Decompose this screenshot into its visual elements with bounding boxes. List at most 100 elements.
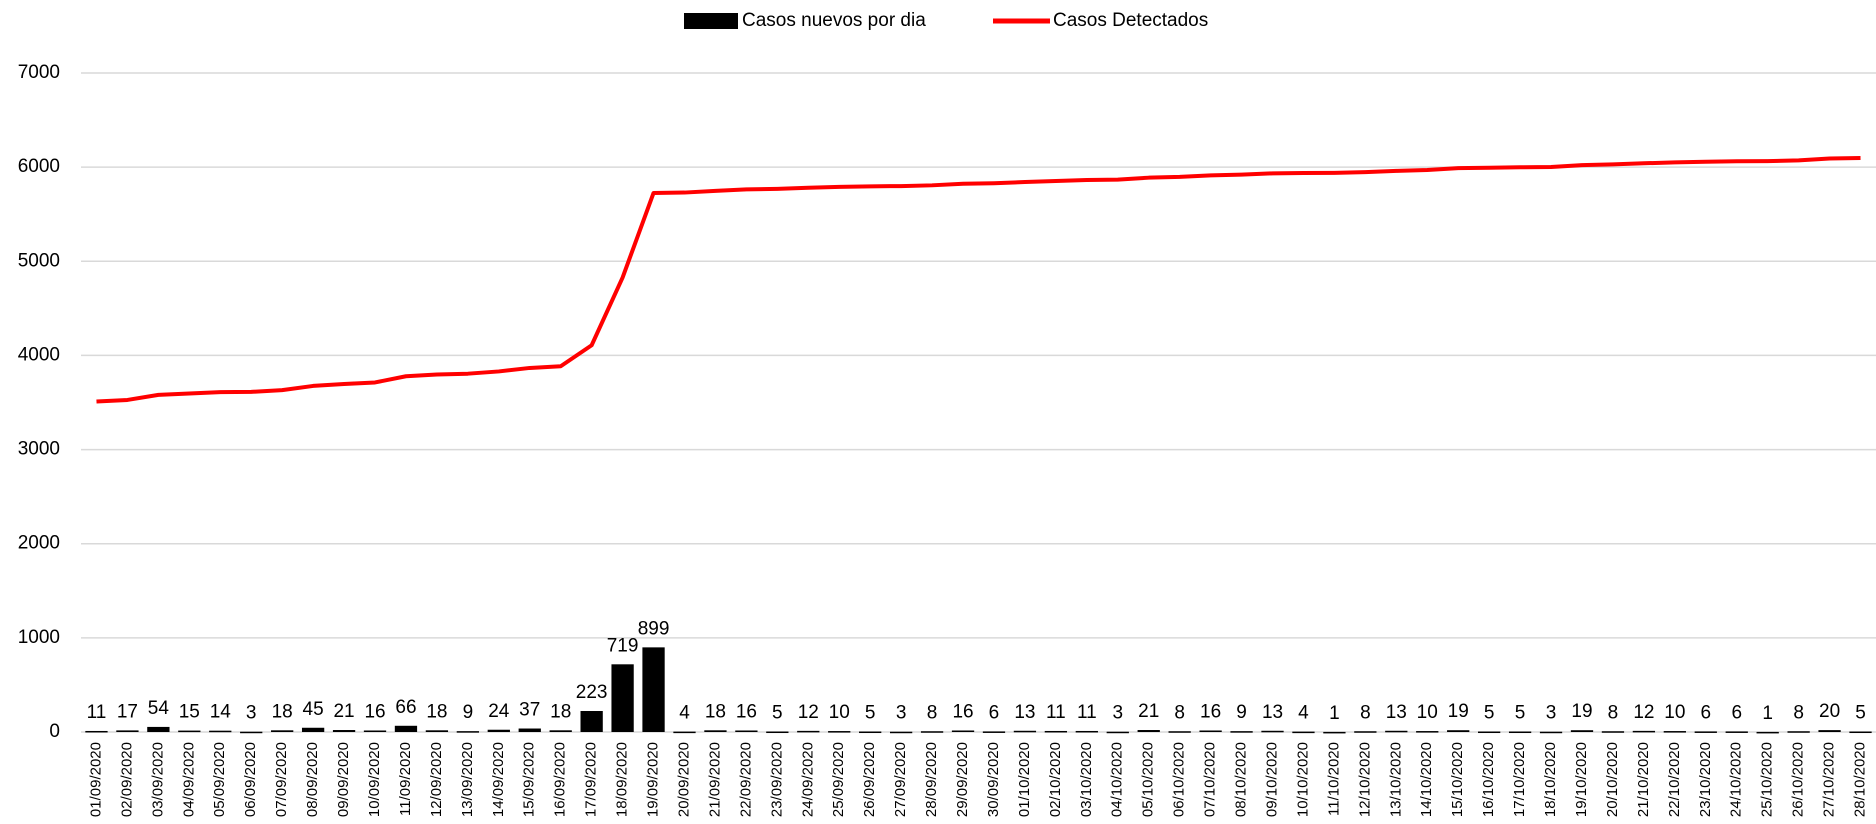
data-label: 21 (1138, 701, 1159, 722)
x-tick-label: 20/10/2020 (1604, 742, 1621, 817)
x-tick-label: 17/10/2020 (1511, 742, 1528, 817)
x-tick-label: 06/09/2020 (242, 742, 259, 817)
x-tick-label: 10/09/2020 (366, 742, 383, 817)
y-tick-label: 7000 (18, 62, 60, 83)
data-label: 18 (550, 701, 571, 722)
bar (1818, 730, 1841, 732)
bar (240, 731, 263, 734)
data-label: 899 (638, 618, 670, 639)
data-label: 3 (896, 703, 907, 724)
x-tick-label: 18/09/2020 (614, 742, 631, 817)
bar (178, 730, 201, 733)
data-label: 20 (1819, 701, 1840, 722)
data-label: 9 (1236, 702, 1247, 723)
bar (611, 664, 634, 732)
bar (1478, 731, 1501, 734)
x-tick-label: 20/09/2020 (675, 742, 692, 817)
data-label: 15 (179, 702, 200, 723)
data-label: 16 (736, 702, 757, 723)
x-tick-label: 09/10/2020 (1263, 742, 1280, 817)
data-label: 3 (1546, 703, 1557, 724)
data-label: 5 (1855, 703, 1866, 724)
bar (982, 731, 1006, 733)
bar (951, 730, 975, 732)
bar (1849, 731, 1872, 734)
data-label: 5 (1515, 703, 1526, 724)
x-tick-label: 22/09/2020 (737, 742, 754, 817)
data-label: 21 (333, 701, 354, 722)
x-tick-label: 28/10/2020 (1851, 742, 1868, 817)
x-tick-label: 08/10/2020 (1233, 742, 1250, 817)
data-label: 19 (1571, 701, 1592, 722)
x-tick-label: 28/09/2020 (923, 742, 940, 817)
data-label: 11 (1046, 702, 1066, 723)
bar (1601, 731, 1625, 733)
data-label: 4 (679, 703, 690, 724)
bar (1075, 730, 1098, 733)
bar (363, 730, 387, 732)
data-label: 18 (272, 701, 293, 722)
data-label: 5 (865, 703, 876, 724)
data-label: 6 (1700, 702, 1711, 723)
bar (1261, 730, 1284, 733)
data-label: 8 (1174, 702, 1185, 723)
bar (1199, 730, 1222, 732)
x-tick-label: 04/09/2020 (180, 742, 197, 817)
x-tick-label: 14/09/2020 (490, 742, 507, 817)
data-label: 11 (1077, 702, 1097, 723)
x-tick-label: 25/10/2020 (1759, 742, 1776, 817)
data-label: 10 (1417, 702, 1438, 723)
x-tick-label: 10/10/2020 (1294, 742, 1311, 817)
data-label: 719 (607, 635, 639, 656)
data-label: 8 (1608, 702, 1619, 723)
data-label: 24 (488, 701, 510, 722)
bar (828, 731, 851, 733)
data-label: 54 (148, 698, 170, 719)
x-tick-label: 19/10/2020 (1573, 742, 1590, 817)
x-tick-label: 02/10/2020 (1047, 742, 1064, 817)
bar (1354, 731, 1377, 733)
x-tick-label: 29/09/2020 (954, 742, 971, 817)
bar (1508, 731, 1532, 734)
data-label: 8 (927, 702, 938, 723)
x-tick-label: 21/09/2020 (706, 742, 723, 817)
legend-swatch-bar (684, 13, 738, 29)
data-label: 17 (117, 701, 138, 722)
x-tick-label: 27/09/2020 (892, 742, 909, 817)
x-tick-label: 14/10/2020 (1418, 742, 1435, 817)
x-tick-label: 17/09/2020 (583, 742, 600, 817)
bar (147, 726, 170, 732)
y-tick-label: 0 (49, 721, 60, 742)
x-tick-label: 07/09/2020 (273, 742, 290, 817)
x-tick-label: 22/10/2020 (1666, 742, 1683, 817)
data-label: 1 (1329, 703, 1340, 724)
x-tick-label: 15/10/2020 (1449, 742, 1466, 817)
bar (456, 731, 479, 733)
y-tick-label: 5000 (18, 250, 60, 271)
x-tick-label: 16/09/2020 (552, 742, 569, 817)
data-label: 13 (1386, 702, 1407, 723)
bar (1725, 731, 1748, 733)
bar (1416, 731, 1439, 733)
bar (1385, 730, 1408, 733)
bar (797, 730, 820, 733)
x-tick-label: 24/09/2020 (799, 742, 816, 817)
data-label: 16 (1200, 702, 1221, 723)
y-tick-label: 4000 (18, 344, 60, 365)
data-label: 3 (246, 703, 257, 724)
x-tick-label: 23/09/2020 (768, 742, 785, 817)
y-tick-label: 1000 (18, 627, 60, 648)
x-tick-label: 02/09/2020 (118, 742, 135, 817)
data-label: 5 (1484, 703, 1495, 724)
data-label: 18 (705, 701, 726, 722)
legend-label: Casos nuevos por dia (742, 10, 926, 31)
data-label: 13 (1262, 702, 1283, 723)
data-label: 45 (303, 699, 324, 720)
x-tick-label: 13/10/2020 (1387, 742, 1404, 817)
data-label: 10 (829, 702, 850, 723)
data-label: 10 (1664, 702, 1685, 723)
bar (116, 730, 139, 732)
x-tick-label: 13/09/2020 (459, 742, 476, 817)
bar (271, 730, 294, 732)
